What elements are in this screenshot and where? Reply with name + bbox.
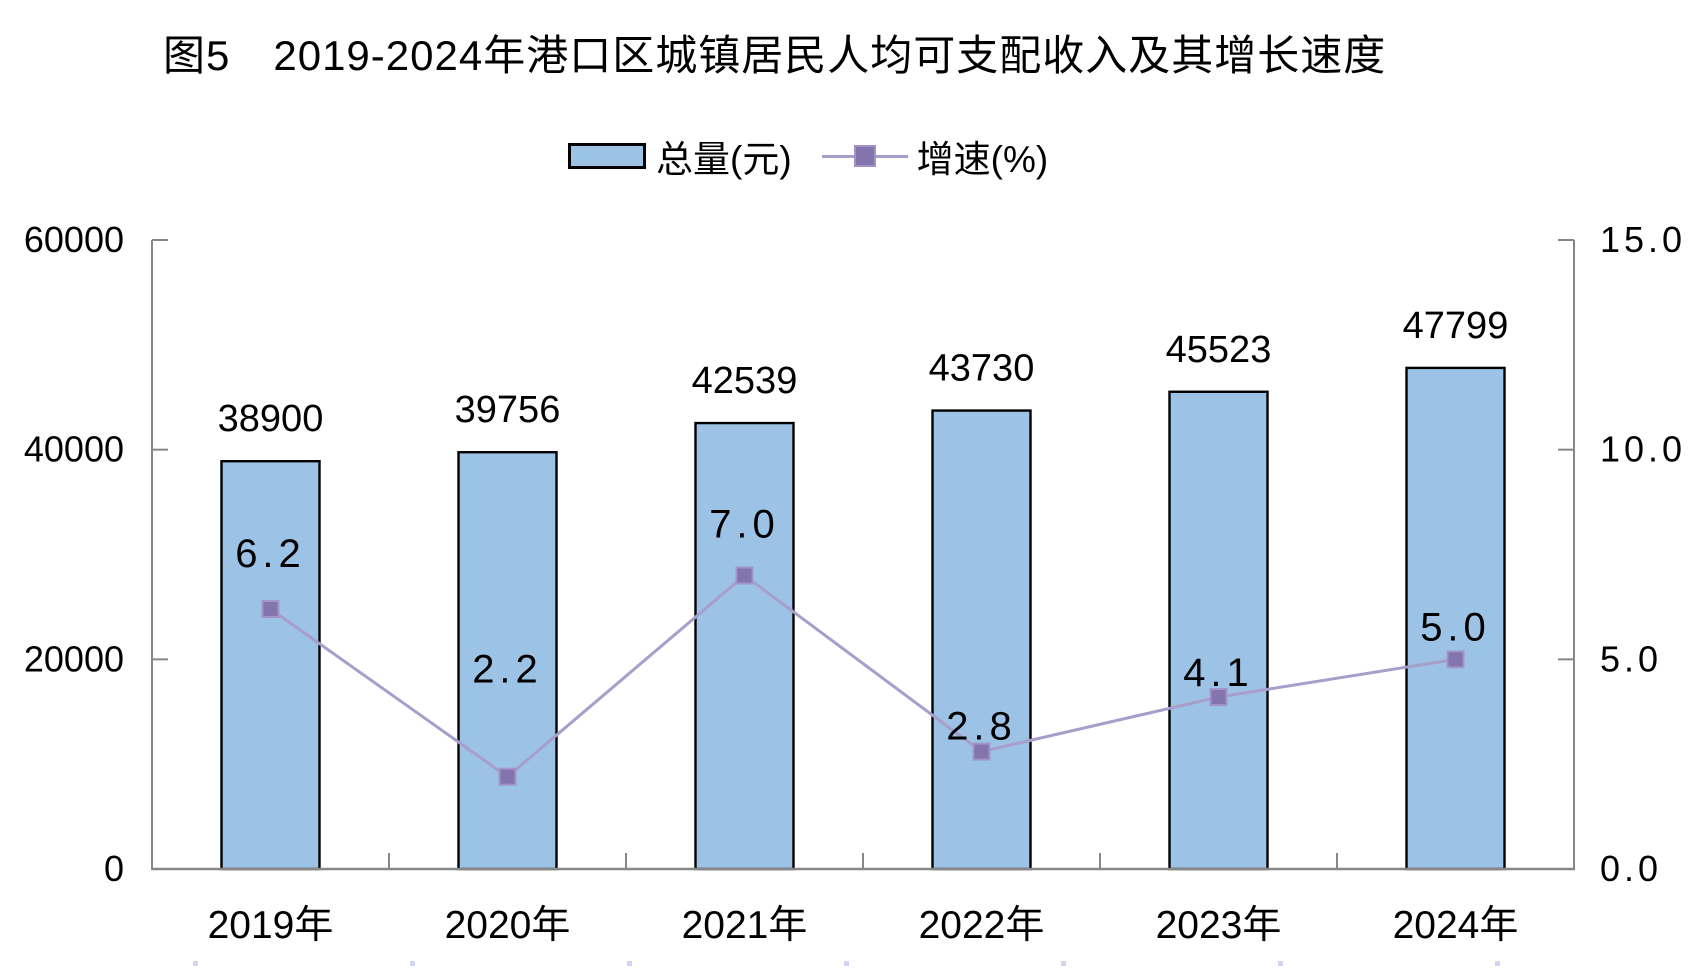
line-marker-icon — [853, 144, 876, 167]
legend-label-growth: 增速(%) — [916, 139, 1049, 180]
legend-item-growth: 增速(%) — [821, 129, 1049, 183]
line-swatch-icon — [821, 144, 908, 167]
bar-2019年 — [220, 459, 321, 871]
growth-line — [269, 573, 1456, 779]
growth-marker — [735, 566, 754, 585]
right-axis-tick-label: 5.0 — [1600, 638, 1662, 679]
growth-marker — [261, 600, 280, 619]
bar-value-label: 47799 — [1403, 305, 1509, 347]
growth-value-label: 2.2 — [472, 648, 543, 692]
x-axis-label: 2022年 — [919, 904, 1045, 947]
growth-marker — [972, 742, 991, 761]
growth-marker — [1446, 650, 1465, 669]
growth-value-label: 6.2 — [235, 532, 306, 576]
x-axis-label: 2020年 — [445, 904, 571, 947]
x-axis-label: 2019年 — [208, 904, 334, 947]
legend-label-total: 总量(元) — [656, 139, 792, 180]
right-axis-tick-label: 0.0 — [1600, 848, 1662, 889]
chart-legend: 总量(元) 增速(%) — [568, 134, 1048, 180]
bar-2024年 — [1405, 366, 1506, 871]
bar-value-label: 45523 — [1166, 329, 1272, 371]
artifact-dash — [1495, 961, 1500, 966]
left-axis-tick-label: 40000 — [24, 429, 124, 470]
growth-value-label: 2.8 — [946, 705, 1017, 749]
left-axis-tick-label: 20000 — [24, 638, 124, 679]
artifact-dash — [193, 961, 198, 966]
growth-value-label: 7.0 — [709, 502, 780, 546]
bar-swatch-icon — [568, 143, 646, 169]
bar-2023年 — [1168, 390, 1269, 871]
bar-2021年 — [694, 421, 795, 871]
growth-marker — [1209, 688, 1228, 707]
x-axis-label: 2021年 — [682, 904, 808, 947]
bar-2022年 — [931, 409, 1032, 871]
x-axis-label: 2024年 — [1393, 904, 1519, 947]
left-axis-tick-label: 0 — [104, 848, 124, 889]
bar-value-label: 39756 — [455, 389, 561, 431]
artifact-dash — [410, 961, 415, 966]
growth-value-label: 5.0 — [1420, 605, 1491, 649]
left-axis-tick-label: 60000 — [24, 219, 124, 260]
right-axis-tick-label: 15.0 — [1600, 219, 1686, 260]
legend-item-total: 总量(元) — [568, 129, 792, 183]
bar-2020年 — [457, 451, 558, 871]
artifact-dash — [1061, 961, 1066, 966]
artifact-dash — [844, 961, 849, 966]
bar-value-label: 42539 — [692, 360, 798, 402]
x-axis-label: 2023年 — [1156, 904, 1282, 947]
artifact-dash — [1278, 961, 1283, 966]
right-axis-tick-label: 10.0 — [1600, 429, 1686, 470]
bar-value-label: 38900 — [218, 398, 324, 440]
growth-marker — [498, 767, 517, 786]
bar-value-label: 43730 — [929, 348, 1035, 390]
growth-value-label: 4.1 — [1183, 651, 1254, 695]
figure-title: 图5 2019-2024年港口区城镇居民人均可支配收入及其增长速度 — [163, 32, 1387, 79]
artifact-dash — [627, 961, 632, 966]
